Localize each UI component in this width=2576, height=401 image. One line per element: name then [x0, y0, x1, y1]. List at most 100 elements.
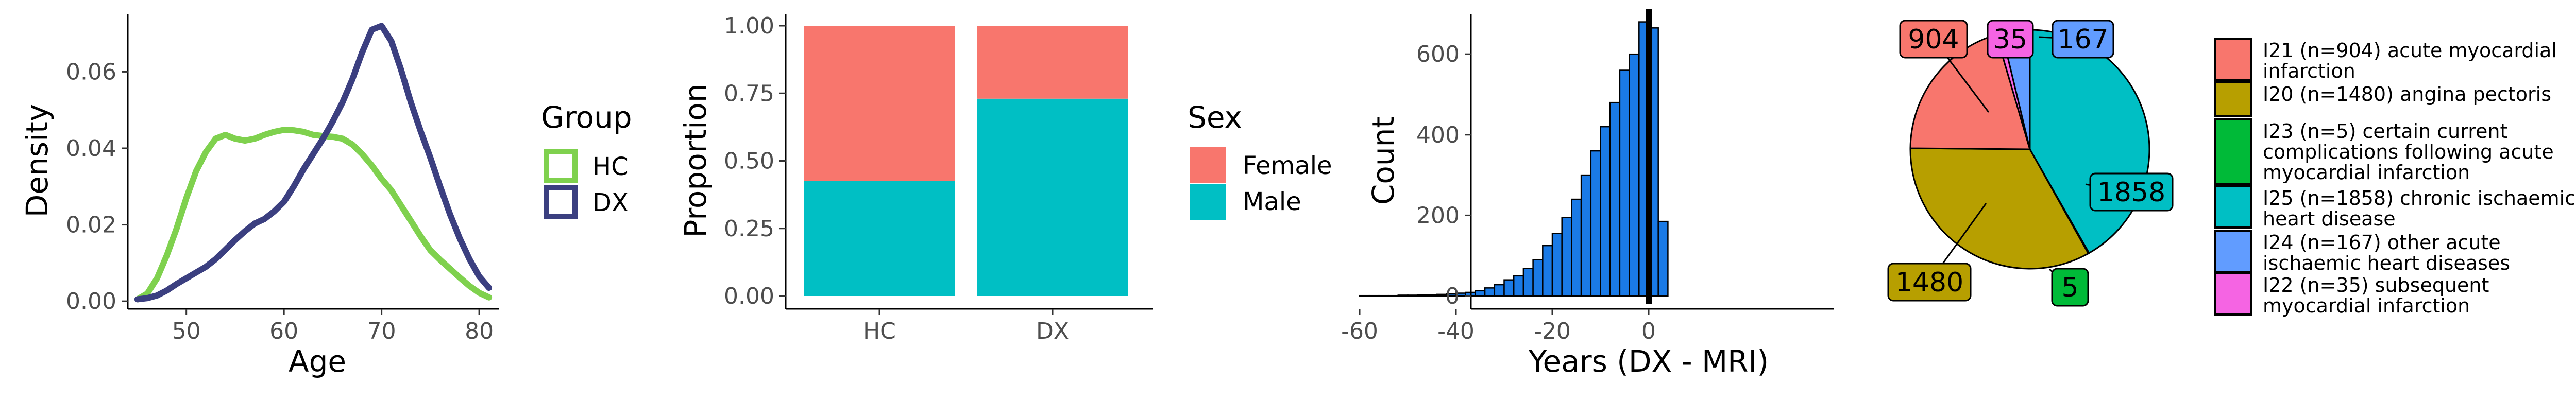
histogram-bar [1619, 69, 1630, 297]
pie-legend-key [2214, 185, 2252, 229]
density-x-tick-label: 50 [172, 318, 201, 344]
pie-value-label: 1480 [1895, 267, 1963, 298]
pie-legend-key [2214, 38, 2252, 81]
histogram-panel: -60 -40 -20 0 0 200 400 600 Years (DX - MRI) C… [1341, 9, 1834, 379]
pie-panel: 904 1480 5 1858 167 35 I21 (n=904) acute myoc… [1887, 20, 2575, 317]
histogram-bar [1629, 53, 1640, 297]
pie-legend-label: I22 (n=35) subsequent myocardial infarcti… [2263, 274, 2489, 317]
histogram-bar [1416, 294, 1428, 297]
histogram-bar [1484, 287, 1496, 297]
histogram-bar [1657, 220, 1669, 297]
density-line-hc [134, 127, 493, 303]
histogram-bar [1387, 294, 1399, 297]
histogram-bar [1542, 245, 1553, 297]
pie-value-label-box [1899, 20, 1968, 59]
histogram-y-tick-label: 400 [1416, 122, 1460, 148]
histogram-y-ticks: 0 200 400 600 [1416, 41, 1471, 309]
pie-legend: I21 (n=904) acute myocardial infarctionI2… [2214, 38, 2575, 317]
proportion-plot-area [804, 26, 1128, 296]
histogram-bar [1503, 279, 1515, 297]
density-x-tick-label: 70 [367, 318, 396, 344]
proportion-x-tick-label: DX [1036, 318, 1069, 344]
pie-legend-label: I24 (n=167) other acute ischaemic heart d… [2263, 231, 2510, 274]
histogram-bar [1378, 294, 1389, 297]
histogram-bar [1600, 126, 1611, 297]
pie-legend-label: I25 (n=1858) chronic ischaemic heart dise… [2263, 187, 2575, 230]
proportion-bar-hc-male [804, 181, 955, 296]
density-legend-key-dx [544, 185, 578, 219]
proportion-bar-dx-female [977, 26, 1128, 99]
density-legend-key-hc [544, 149, 578, 183]
proportion-y-tick-label: 0.25 [724, 216, 774, 242]
pie-legend-key [2214, 272, 2252, 316]
density-y-tick-label: 0.06 [66, 59, 116, 85]
histogram-plot-area [1359, 9, 1669, 304]
pie-value-label: 1858 [2097, 177, 2165, 208]
proportion-bar-dx-male [977, 98, 1128, 296]
histogram-x-tick-label: -40 [1437, 318, 1475, 344]
pie-legend-label: I23 (n=5) certain current complications f… [2263, 120, 2554, 184]
proportion-y-tick-label: 0.50 [724, 148, 774, 175]
histogram-x-tick-label: -60 [1341, 318, 1378, 344]
pie-slice-904 [1909, 33, 2031, 150]
proportion-y-axis-title: Proportion [678, 83, 713, 237]
histogram-y-tick-label: 600 [1416, 41, 1460, 67]
density-line-dx [134, 23, 493, 303]
histogram-bar [1397, 294, 1409, 297]
density-x-tick-label: 60 [269, 318, 298, 344]
density-panel: 50 60 70 80 0.00 0.02 0.04 0.06 Age Density Gr… [20, 14, 632, 379]
histogram-x-axis-title: Years (DX - MRI) [1528, 344, 1769, 379]
pie-slice-1480 [1909, 147, 2090, 270]
proportion-legend-label-male: Male [1243, 187, 1301, 216]
density-x-tick-label: 80 [465, 318, 494, 344]
proportion-x-ticks: HC DX [863, 309, 1069, 344]
histogram-x-tick-label: 0 [1641, 318, 1656, 344]
pie-legend-key [2214, 230, 2252, 273]
pie-value-label: 35 [1993, 24, 2027, 55]
proportion-legend-key-female [1190, 147, 1226, 183]
proportion-legend-label-female: Female [1243, 151, 1332, 180]
histogram-y-tick-label: 200 [1416, 202, 1460, 229]
proportion-legend-key-male [1190, 184, 1226, 220]
pie-plot-area [1909, 29, 2150, 270]
pie-legend-key [2214, 81, 2252, 117]
histogram-bar [1532, 259, 1544, 297]
proportion-legend: Sex Female Male [1188, 100, 1332, 220]
histogram-bar [1494, 284, 1505, 297]
pie-legend-label: I21 (n=904) acute myocardial infarction [2263, 39, 2557, 82]
density-x-axis-title: Age [289, 344, 346, 379]
density-legend-label-dx: DX [592, 188, 629, 217]
histogram-y-axis-title: Count [1366, 116, 1401, 205]
pie-value-labels: 904 1480 5 1858 167 35 [1887, 20, 2174, 307]
histogram-bar [1551, 233, 1563, 297]
histogram-y-tick-label: 0 [1445, 283, 1460, 309]
pie-value-label-box [2051, 268, 2089, 307]
proportion-y-ticks: 0.00 0.25 0.50 0.75 1.00 [724, 13, 786, 309]
histogram-bar [1590, 150, 1601, 297]
histogram-x-ticks: -60 -40 -20 0 [1341, 309, 1656, 344]
pie-legend-label: I20 (n=1480) angina pectoris [2263, 83, 2551, 106]
proportion-legend-title: Sex [1188, 100, 1242, 135]
pie-legend-key [2214, 118, 2252, 185]
histogram-bar [1609, 101, 1621, 297]
histogram-bar [1368, 294, 1380, 297]
density-legend-title: Group [541, 100, 632, 135]
histogram-bar [1359, 294, 1370, 297]
density-y-tick-label: 0.04 [66, 135, 116, 162]
density-y-ticks: 0.00 0.02 0.04 0.06 [66, 59, 128, 315]
density-legend: Group HC DX [541, 100, 632, 219]
density-x-ticks: 50 60 70 80 [172, 309, 494, 344]
density-plot-area [134, 23, 493, 303]
density-legend-label-hc: HC [592, 152, 629, 181]
density-y-tick-label: 0.00 [66, 288, 116, 315]
histogram-bar [1571, 198, 1582, 297]
pie-value-label-box [1887, 263, 1972, 302]
proportion-bar-hc-female [804, 26, 955, 181]
histogram-bar [1407, 294, 1418, 297]
histogram-bar [1580, 174, 1592, 297]
histogram-x-tick-label: -20 [1534, 318, 1571, 344]
proportion-panel: HC DX 0.00 0.25 0.50 0.75 1.00 Proportion Sex… [678, 13, 1332, 344]
pie-value-label: 5 [2061, 272, 2078, 303]
